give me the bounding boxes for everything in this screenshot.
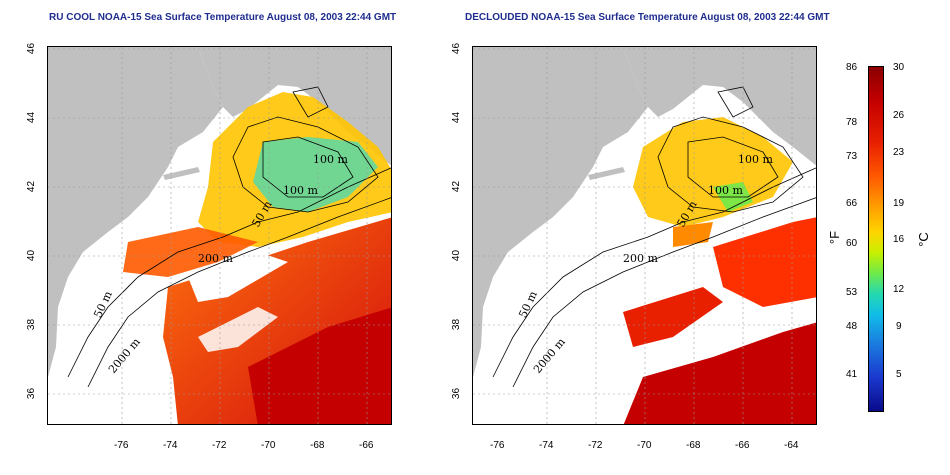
y-tick-label: 38 bbox=[451, 318, 463, 331]
x-tick-label: -72 bbox=[588, 440, 603, 451]
x-tick-label: -76 bbox=[114, 440, 129, 451]
contour-label: 100 m bbox=[313, 153, 348, 166]
x-tick-label: -66 bbox=[735, 440, 750, 451]
y-tick-label: 36 bbox=[451, 387, 463, 400]
map-title-left: RU COOL NOAA-15 Sea Surface Temperature … bbox=[49, 12, 397, 23]
x-tick-label: -72 bbox=[212, 440, 227, 451]
colorbar-c-tick: 23 bbox=[893, 147, 905, 158]
x-tick-label: -68 bbox=[310, 440, 325, 451]
land-mass-north bbox=[198, 47, 391, 166]
sst-hot-core bbox=[248, 307, 391, 424]
colorbar-f-tick: 48 bbox=[846, 321, 858, 332]
colorbar-f-tick: 66 bbox=[846, 198, 858, 209]
bathymetry-contours bbox=[67, 86, 391, 388]
sst-warm-band bbox=[123, 227, 258, 277]
y-tick-label: 38 bbox=[26, 318, 38, 331]
colorbar-celsius-unit: °C bbox=[915, 232, 931, 247]
sst-hot-core bbox=[623, 322, 816, 424]
map-title-right: DECLOUDED NOAA-15 Sea Surface Temperatur… bbox=[465, 12, 830, 23]
y-tick-label: 44 bbox=[451, 111, 463, 124]
sst-shelf-region bbox=[633, 117, 793, 227]
colorbar-f-tick: 73 bbox=[846, 151, 858, 162]
colorbar-f-tick: 86 bbox=[846, 62, 858, 73]
x-tick-label: -76 bbox=[490, 440, 505, 451]
colorbar-f-tick: 78 bbox=[846, 117, 858, 128]
long-island bbox=[588, 167, 625, 180]
contour-label: 200 m bbox=[623, 252, 658, 265]
x-tick-label: -64 bbox=[784, 440, 799, 451]
x-tick-label: -66 bbox=[359, 440, 374, 451]
land-mass-north bbox=[623, 47, 816, 166]
land-mass bbox=[473, 47, 648, 377]
contour-label: 100 m bbox=[738, 153, 773, 166]
land-mass bbox=[48, 47, 223, 377]
contour-label: 200 m bbox=[198, 252, 233, 265]
sst-warm-patch bbox=[713, 217, 816, 307]
colorbar-c-tick: 9 bbox=[896, 321, 902, 332]
lat-lon-grid bbox=[473, 47, 816, 424]
x-tick-label: -74 bbox=[163, 440, 178, 451]
colorbar-fahrenheit-unit: °F bbox=[827, 230, 843, 245]
y-tick-label: 44 bbox=[26, 111, 38, 124]
colorbar-c-tick: 26 bbox=[893, 110, 905, 121]
colorbar-c-tick: 19 bbox=[893, 198, 905, 209]
colorbar-c-tick: 16 bbox=[893, 234, 905, 245]
sst-map-raw-svg: 100 m 100 m 50 m 200 m 50 m 2000 m bbox=[48, 47, 391, 424]
colorbar-f-tick: 53 bbox=[846, 287, 858, 298]
y-tick-label: 42 bbox=[26, 180, 38, 193]
colorbar-c-tick: 5 bbox=[896, 369, 902, 380]
long-island bbox=[163, 167, 200, 180]
sst-map-declouded-svg: 100 m 100 m 50 m 200 m 50 m 2000 m bbox=[473, 47, 816, 424]
bathymetry-contours bbox=[492, 86, 816, 388]
sst-warm-patch bbox=[623, 287, 723, 347]
sst-map-declouded: 100 m 100 m 50 m 200 m 50 m 2000 m bbox=[472, 46, 817, 425]
y-tick-label: 42 bbox=[451, 180, 463, 193]
contour-label: 100 m bbox=[708, 184, 743, 197]
colorbar-c-tick: 12 bbox=[893, 284, 905, 295]
colorbar-f-tick: 41 bbox=[846, 369, 858, 380]
y-tick-label: 36 bbox=[26, 387, 38, 400]
colorbar-c-tick: 30 bbox=[893, 62, 905, 73]
sst-cool-region bbox=[253, 137, 378, 212]
colorbar-f-tick: 60 bbox=[846, 238, 858, 249]
temperature-colorbar bbox=[868, 66, 884, 412]
x-tick-label: -74 bbox=[539, 440, 554, 451]
x-tick-label: -70 bbox=[261, 440, 276, 451]
lat-lon-grid bbox=[48, 47, 391, 424]
y-tick-label: 40 bbox=[451, 249, 463, 262]
x-tick-label: -68 bbox=[686, 440, 701, 451]
cloud-patch bbox=[188, 252, 288, 302]
cloud-patch bbox=[198, 307, 278, 352]
contour-label: 50 m bbox=[516, 289, 540, 320]
y-tick-label: 46 bbox=[26, 42, 38, 55]
y-tick-label: 46 bbox=[451, 42, 463, 55]
sst-map-raw: 100 m 100 m 50 m 200 m 50 m 2000 m bbox=[47, 46, 392, 425]
contour-label: 100 m bbox=[283, 184, 318, 197]
x-tick-label: -70 bbox=[637, 440, 652, 451]
y-tick-label: 40 bbox=[26, 249, 38, 262]
